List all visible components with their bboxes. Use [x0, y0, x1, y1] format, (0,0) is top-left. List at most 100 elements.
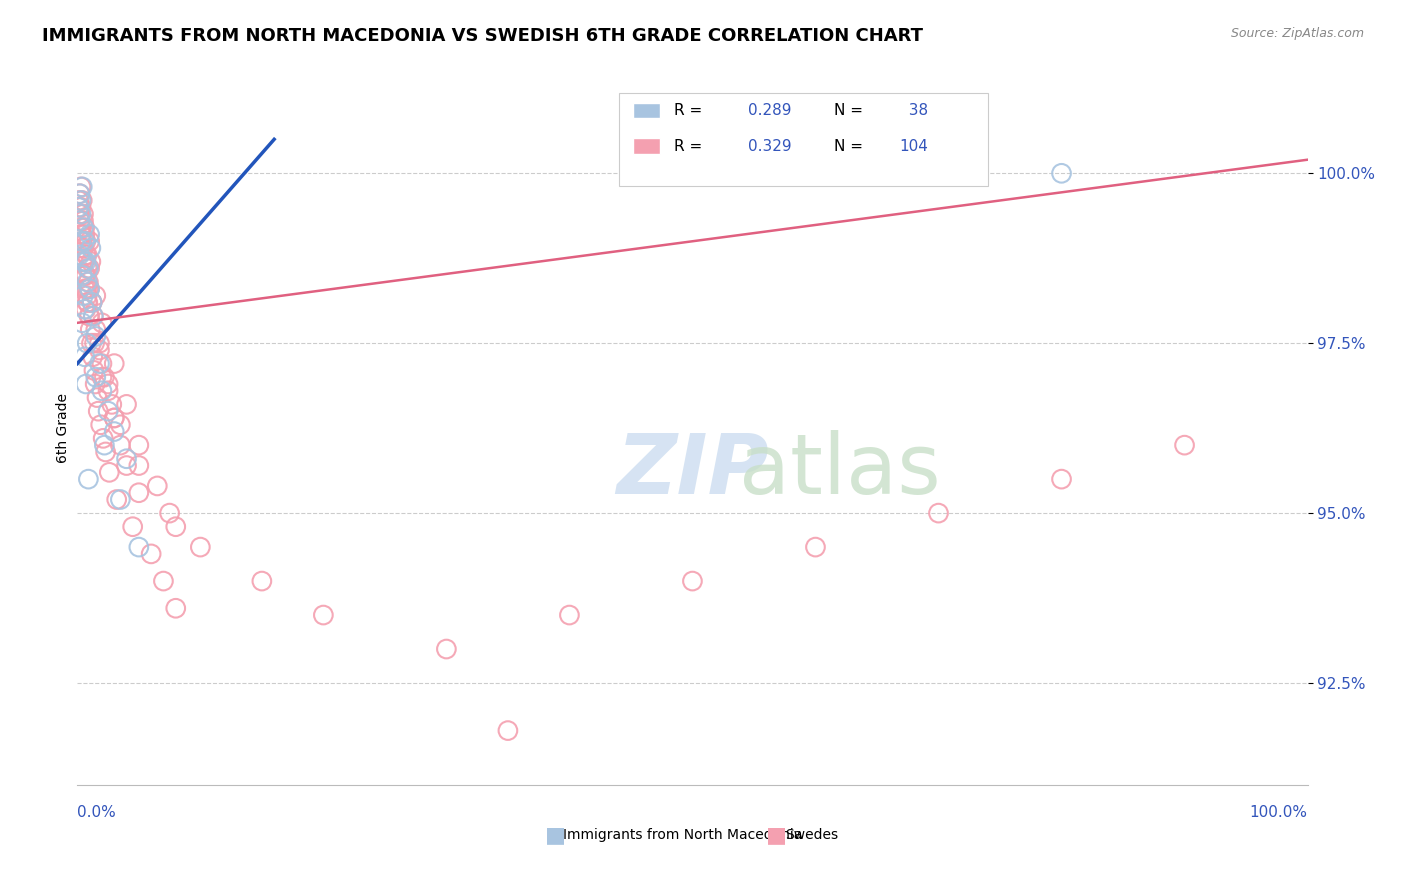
Point: [165, 519, 187, 533]
Point: [77, 275, 100, 289]
Point: [79, 282, 101, 296]
Point: [84, 376, 107, 391]
Text: atlas: atlas: [740, 431, 941, 511]
Point: [72, 220, 94, 235]
Text: 0.289: 0.289: [748, 103, 792, 118]
Point: [89, 336, 111, 351]
Point: [682, 574, 704, 588]
Point: [84, 329, 107, 343]
Point: [312, 608, 335, 623]
Point: [73, 350, 96, 364]
FancyBboxPatch shape: [619, 93, 988, 186]
Point: [70, 254, 93, 268]
Point: [83, 336, 105, 351]
Point: [89, 357, 111, 371]
Point: [70, 180, 93, 194]
Point: [75, 254, 97, 268]
Text: 0.329: 0.329: [748, 139, 792, 153]
Point: [159, 506, 181, 520]
Point: [70, 234, 93, 248]
Point: [70, 200, 93, 214]
Point: [69, 186, 91, 201]
Point: [86, 391, 108, 405]
Point: [1050, 472, 1073, 486]
Point: [141, 547, 163, 561]
Point: [90, 417, 112, 432]
Point: [105, 492, 128, 507]
Point: [90, 370, 114, 384]
Point: [93, 438, 115, 452]
Point: [72, 288, 94, 302]
Point: [1050, 166, 1073, 180]
Point: [75, 268, 97, 283]
Point: [76, 282, 98, 296]
Text: ■: ■: [546, 825, 565, 845]
Point: [73, 234, 96, 248]
Point: [97, 376, 120, 391]
Point: [128, 540, 150, 554]
Point: [80, 241, 103, 255]
Point: [128, 458, 150, 473]
Point: [70, 227, 93, 242]
Point: [76, 295, 98, 310]
Point: [121, 519, 143, 533]
Point: [79, 323, 101, 337]
Point: [72, 254, 94, 268]
Point: [146, 479, 169, 493]
Point: [77, 282, 100, 296]
Point: [76, 248, 98, 262]
Text: 0.0%: 0.0%: [77, 805, 117, 821]
Point: [128, 438, 150, 452]
Point: [69, 207, 91, 221]
Point: [69, 214, 91, 228]
Point: [72, 241, 94, 255]
Point: [70, 316, 93, 330]
Point: [76, 336, 98, 351]
Point: [98, 466, 121, 480]
Point: [75, 302, 97, 317]
Point: [77, 261, 100, 276]
Point: [250, 574, 273, 588]
Point: [72, 254, 94, 268]
Text: ZIP: ZIP: [616, 431, 769, 511]
Point: [79, 234, 101, 248]
Point: [79, 227, 101, 242]
Point: [115, 451, 138, 466]
Text: 104: 104: [900, 139, 928, 153]
Point: [73, 227, 96, 242]
Point: [1174, 438, 1197, 452]
Point: [70, 268, 93, 283]
Point: [70, 207, 93, 221]
Point: [73, 268, 96, 283]
Point: [67, 200, 90, 214]
Point: [188, 540, 212, 554]
Text: R =: R =: [673, 139, 707, 153]
FancyBboxPatch shape: [634, 103, 661, 119]
Point: [70, 220, 93, 235]
Point: [82, 309, 104, 323]
Point: [82, 309, 104, 323]
Point: [73, 254, 96, 268]
Point: [70, 180, 93, 194]
Point: [87, 404, 110, 418]
Point: [804, 540, 827, 554]
Point: [165, 601, 187, 615]
Point: [103, 411, 125, 425]
Point: [82, 295, 104, 310]
Point: [84, 288, 107, 302]
Text: ■: ■: [766, 825, 787, 845]
Point: [73, 282, 96, 296]
Point: [89, 343, 111, 357]
Point: [90, 357, 114, 371]
Point: [82, 295, 104, 310]
Point: [110, 492, 132, 507]
Text: 100.0%: 100.0%: [1250, 805, 1308, 821]
Point: [70, 241, 93, 255]
FancyBboxPatch shape: [634, 138, 661, 154]
Point: [928, 506, 950, 520]
Point: [90, 384, 114, 398]
Point: [76, 275, 98, 289]
Point: [79, 261, 101, 276]
Text: Immigrants from North Macedonia: Immigrants from North Macedonia: [564, 828, 803, 842]
Point: [69, 214, 91, 228]
